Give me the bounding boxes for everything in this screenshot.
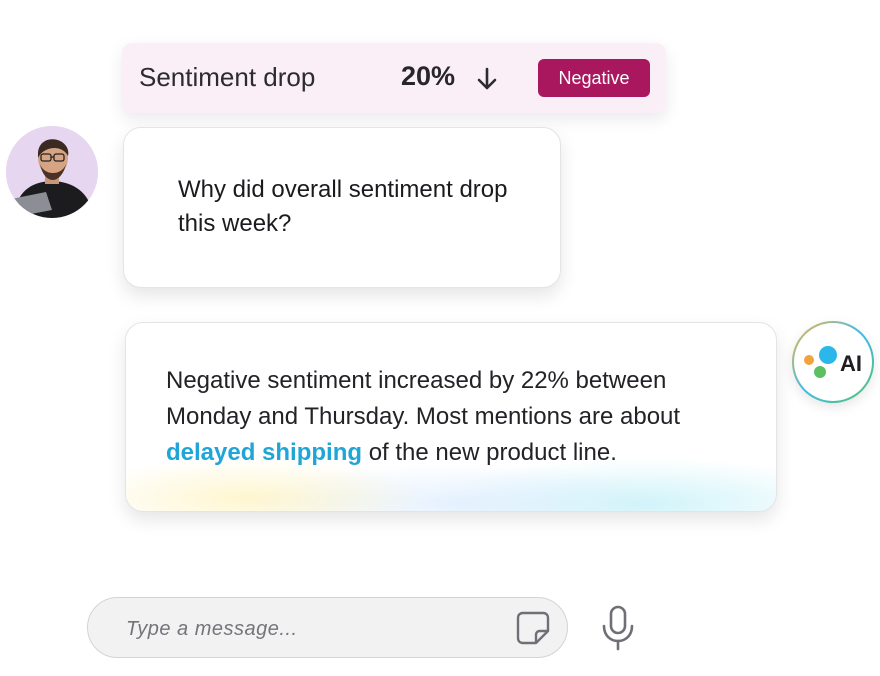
user-avatar (6, 126, 98, 218)
delayed-shipping-link[interactable]: delayed shipping (166, 439, 363, 466)
ai-message-text-end: of the new product line. (362, 439, 617, 466)
metric-label: Sentiment drop (139, 62, 316, 92)
microphone-icon[interactable] (598, 604, 638, 652)
sticker-icon[interactable] (515, 610, 551, 646)
user-avatar-image (6, 126, 98, 218)
arrow-down-icon (477, 67, 497, 90)
metric-value: 20% (401, 61, 456, 91)
ai-avatar: AI (792, 321, 874, 403)
user-message-text: Why did overall sentiment drop this week… (178, 176, 508, 237)
ai-logo-icon (804, 346, 837, 378)
message-input[interactable] (124, 613, 498, 645)
user-message-bubble: Why did overall sentiment drop this week… (123, 127, 561, 288)
sentiment-metric-card: Sentiment drop 20% Negative (122, 43, 666, 113)
ai-message-bubble: Negative sentiment increased by 22% betw… (125, 322, 777, 512)
status-badge: Negative (538, 59, 650, 97)
ai-message-text: Negative sentiment increased by 22% betw… (166, 363, 756, 471)
ai-label: AI (840, 351, 862, 376)
ai-message-text-start: Negative sentiment increased by 22% betw… (166, 367, 681, 430)
message-composer (87, 597, 568, 658)
